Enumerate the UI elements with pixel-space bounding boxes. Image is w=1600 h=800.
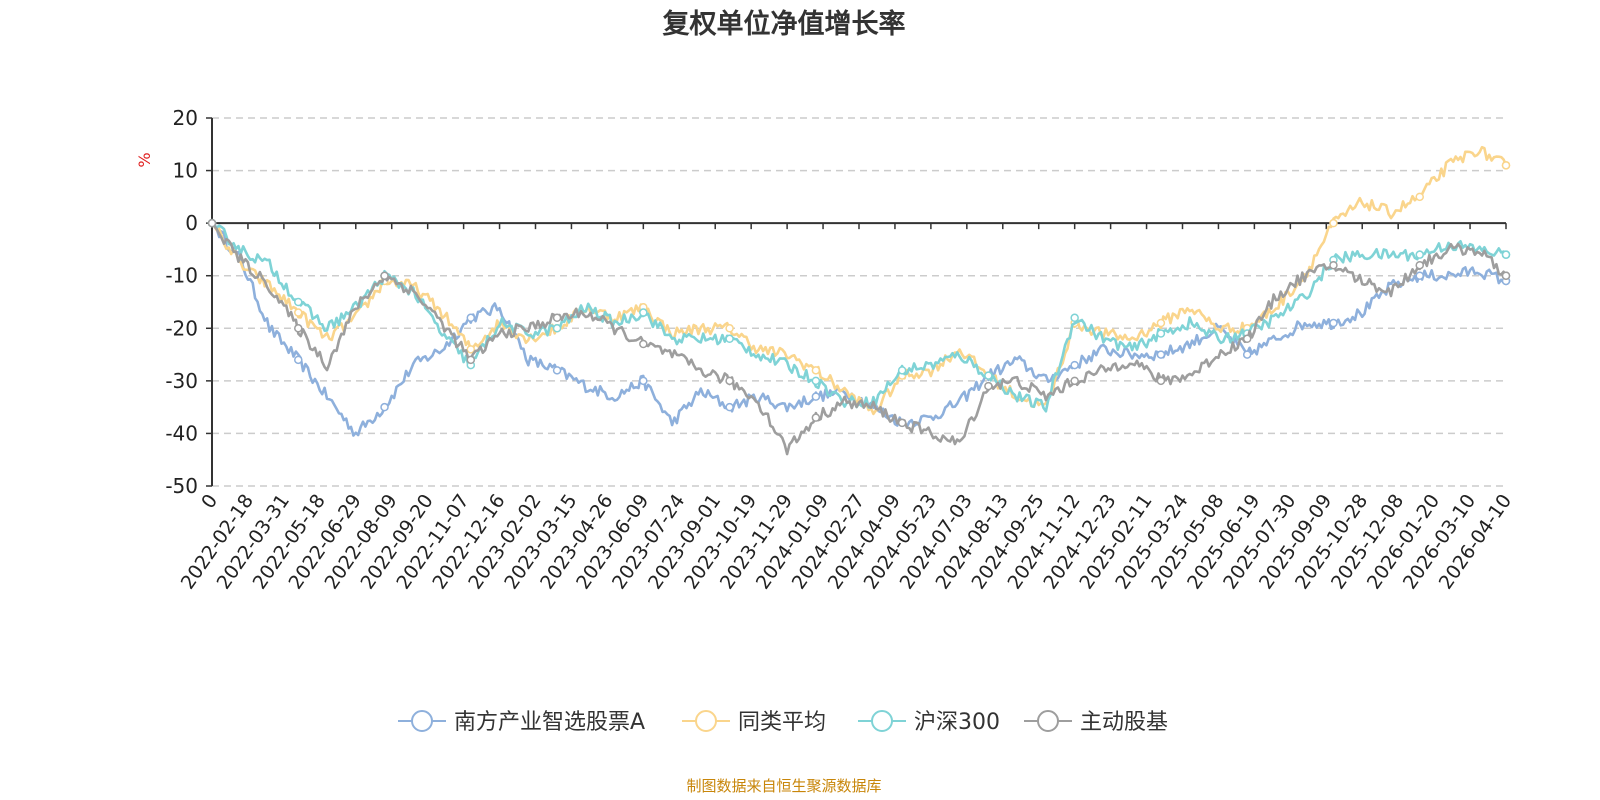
- y-tick-label: -40: [165, 421, 198, 445]
- data-point: [897, 418, 907, 428]
- legend-item[interactable]: 南方产业智选股票A: [398, 710, 645, 735]
- data-point: [1329, 318, 1338, 328]
- y-tick-label: -30: [165, 369, 198, 393]
- x-tick-label: 0: [197, 490, 222, 513]
- y-tick-label: -10: [165, 264, 198, 288]
- data-point: [811, 366, 821, 375]
- data-point: [725, 334, 734, 344]
- data-point: [1156, 318, 1166, 328]
- data-point: [294, 355, 303, 365]
- data-point: [984, 381, 993, 391]
- y-tick-label: 10: [173, 159, 198, 183]
- data-point: [725, 402, 734, 412]
- legend-item[interactable]: 沪深300: [858, 710, 1000, 735]
- y-tick-label: 0: [185, 211, 198, 235]
- source-note: 制图数据来自恒生聚源数据库: [686, 777, 881, 795]
- data-point: [725, 376, 734, 386]
- data-point: [466, 313, 476, 323]
- data-point: [1242, 334, 1252, 344]
- data-point: [811, 392, 821, 401]
- data-point: [1501, 271, 1511, 280]
- data-point: [552, 324, 562, 333]
- data-point: [1070, 376, 1079, 386]
- series-line-2: [210, 145, 1508, 416]
- y-tick-label: -20: [165, 316, 198, 340]
- axes: 20100-10-20-30-40-5002022-02-182022-03-3…: [165, 106, 1516, 593]
- series-lines: [207, 145, 1511, 456]
- series-line-3: [211, 222, 1508, 413]
- data-point: [639, 376, 648, 386]
- legend-label: 沪深300: [914, 710, 1000, 735]
- data-point: [207, 218, 217, 228]
- legend-marker-icon: [1037, 710, 1059, 732]
- data-point: [1501, 250, 1511, 259]
- data-point: [1415, 271, 1424, 280]
- data-point: [639, 339, 648, 349]
- chart-title: 复权单位净值增长率: [663, 8, 906, 40]
- data-point: [811, 413, 821, 422]
- data-point: [380, 271, 389, 280]
- legend-label: 主动股基: [1080, 710, 1168, 735]
- data-point: [1156, 350, 1166, 359]
- legend-item[interactable]: 主动股基: [1024, 710, 1168, 735]
- data-point: [1415, 192, 1424, 202]
- legend-marker-icon: [695, 710, 717, 732]
- data-point: [1415, 260, 1424, 270]
- y-axis-unit: %: [135, 152, 154, 167]
- data-point: [1070, 360, 1079, 370]
- data-point: [552, 313, 562, 323]
- data-point: [466, 345, 476, 354]
- data-point: [984, 371, 993, 380]
- data-point: [897, 366, 907, 375]
- data-point: [639, 308, 648, 317]
- series-line-4: [210, 222, 1508, 456]
- legend-label: 南方产业智选股票A: [454, 710, 645, 735]
- data-point: [1070, 313, 1079, 323]
- data-point: [294, 308, 303, 317]
- data-point: [466, 355, 476, 365]
- data-point: [811, 376, 821, 386]
- data-point: [1329, 218, 1338, 228]
- y-tick-label: -50: [165, 474, 198, 498]
- data-point: [294, 297, 303, 307]
- data-point: [380, 402, 389, 412]
- data-point: [1501, 161, 1511, 170]
- data-point: [294, 324, 303, 333]
- data-point: [1156, 376, 1166, 386]
- legend-item[interactable]: 同类平均: [682, 710, 826, 735]
- grid: [212, 117, 1506, 487]
- legend-label: 同类平均: [738, 710, 826, 735]
- legend[interactable]: 南方产业智选股票A 同类平均 沪深300 主动股基: [398, 710, 1168, 735]
- data-point: [1329, 260, 1338, 270]
- data-point: [1415, 250, 1424, 259]
- legend-marker-icon: [411, 710, 433, 732]
- data-point: [552, 366, 562, 375]
- data-point: [725, 324, 734, 333]
- legend-marker-icon: [871, 710, 893, 732]
- data-point: [1156, 329, 1166, 338]
- data-point: [1242, 350, 1252, 359]
- y-tick-label: 20: [173, 106, 198, 130]
